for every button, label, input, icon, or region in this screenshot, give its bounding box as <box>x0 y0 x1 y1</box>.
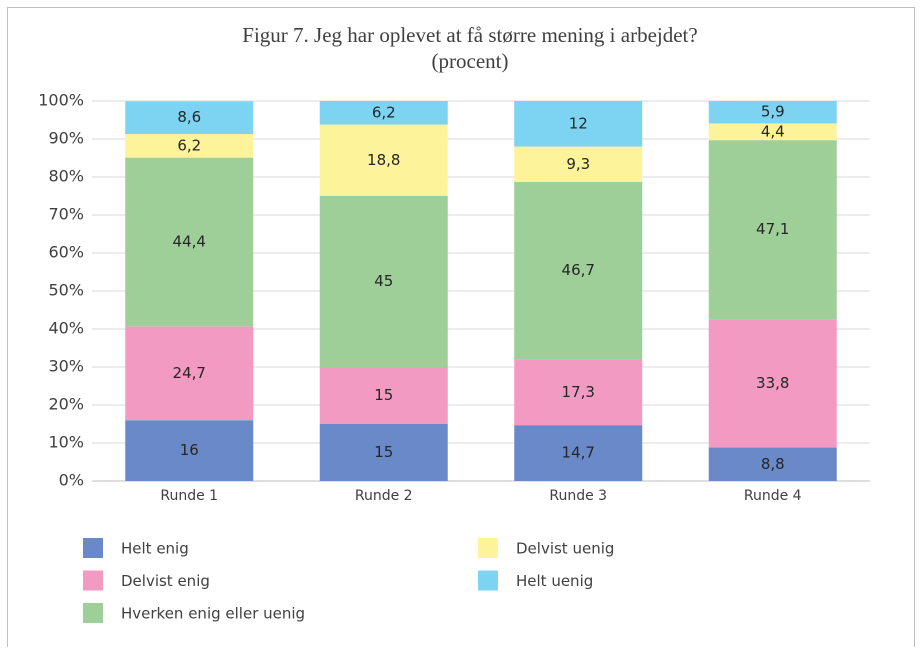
legend-label: Delvist uenig <box>516 540 614 558</box>
data-label: 33,8 <box>756 374 789 392</box>
bar-segment <box>125 101 254 135</box>
data-label: 15 <box>374 386 393 404</box>
y-tick-label: 0% <box>59 471 84 490</box>
chart-title: (procent) <box>432 49 509 73</box>
data-label: 45 <box>374 272 393 290</box>
y-tick-label: 20% <box>48 395 84 414</box>
data-label: 44,4 <box>173 232 206 250</box>
data-label: 5,9 <box>761 103 785 121</box>
bar-segment <box>514 146 643 182</box>
bar-segment <box>125 157 254 327</box>
data-label: 8,6 <box>177 108 201 126</box>
labels: 0% 10% 20% 30% 40% 50% 60% 70% 80% 90% 100% Runde 1… <box>38 91 802 623</box>
bar-segment <box>514 101 643 147</box>
data-label: 6,2 <box>372 103 396 121</box>
y-tick-label: 100% <box>38 91 84 110</box>
data-label: 12 <box>569 114 588 132</box>
legend-swatch <box>83 570 103 591</box>
data-label: 16 <box>180 441 199 459</box>
y-tick-label: 80% <box>48 167 84 186</box>
x-tick-label: Runde 4 <box>744 488 802 504</box>
data-label: 17,3 <box>562 383 595 401</box>
bar-segment <box>514 425 643 481</box>
legend-label: Delvist enig <box>121 572 210 590</box>
legend-swatch <box>478 538 498 558</box>
bars <box>125 101 837 481</box>
chart-border <box>7 7 915 647</box>
y-tick-label: 60% <box>48 243 84 262</box>
bar-segment <box>708 123 837 141</box>
data-label: 47,1 <box>756 220 789 238</box>
bar-segment <box>319 101 448 125</box>
data-label: 8,8 <box>761 455 785 473</box>
y-tick-label: 70% <box>48 205 84 224</box>
bar-segment <box>514 181 643 360</box>
y-tick-label: 50% <box>48 281 84 300</box>
data-label: 18,8 <box>367 151 400 169</box>
bar-segment <box>125 420 254 481</box>
legend-swatch <box>478 570 498 591</box>
data-label: 9,3 <box>566 155 590 173</box>
y-tick-label: 10% <box>48 433 84 452</box>
y-tick-label: 40% <box>48 319 84 338</box>
legend-label: Hverken enig eller uenig <box>121 605 305 623</box>
chart-title: Figur 7. Jeg har oplevet at få større me… <box>242 23 697 47</box>
bar-segment <box>708 101 837 124</box>
bar-segment <box>319 424 448 481</box>
bar-segment <box>319 367 448 424</box>
bar-segment <box>514 359 643 426</box>
data-label: 15 <box>374 443 393 461</box>
bar-segment <box>708 140 837 320</box>
x-tick-label: Runde 3 <box>549 488 607 504</box>
bar-segment <box>319 196 448 367</box>
bar-segment <box>319 124 448 196</box>
y-tick-label: 30% <box>48 357 84 376</box>
data-label: 6,2 <box>177 136 201 154</box>
bar-segment <box>125 134 254 158</box>
bar-segment <box>708 319 837 448</box>
x-tick-label: Runde 1 <box>160 488 218 504</box>
y-tick-label: 90% <box>48 129 84 148</box>
data-label: 4,4 <box>761 122 785 140</box>
data-label: 46,7 <box>562 261 595 279</box>
x-tick-label: Runde 2 <box>355 488 413 504</box>
bar-segment <box>125 326 254 421</box>
data-label: 24,7 <box>173 364 206 382</box>
legend-swatch <box>83 603 103 623</box>
legend-label: Helt enig <box>121 540 189 558</box>
legend-swatch <box>83 538 103 558</box>
data-label: 14,7 <box>562 444 595 462</box>
legend-label: Helt uenig <box>516 572 593 590</box>
bar-segment <box>708 447 837 481</box>
